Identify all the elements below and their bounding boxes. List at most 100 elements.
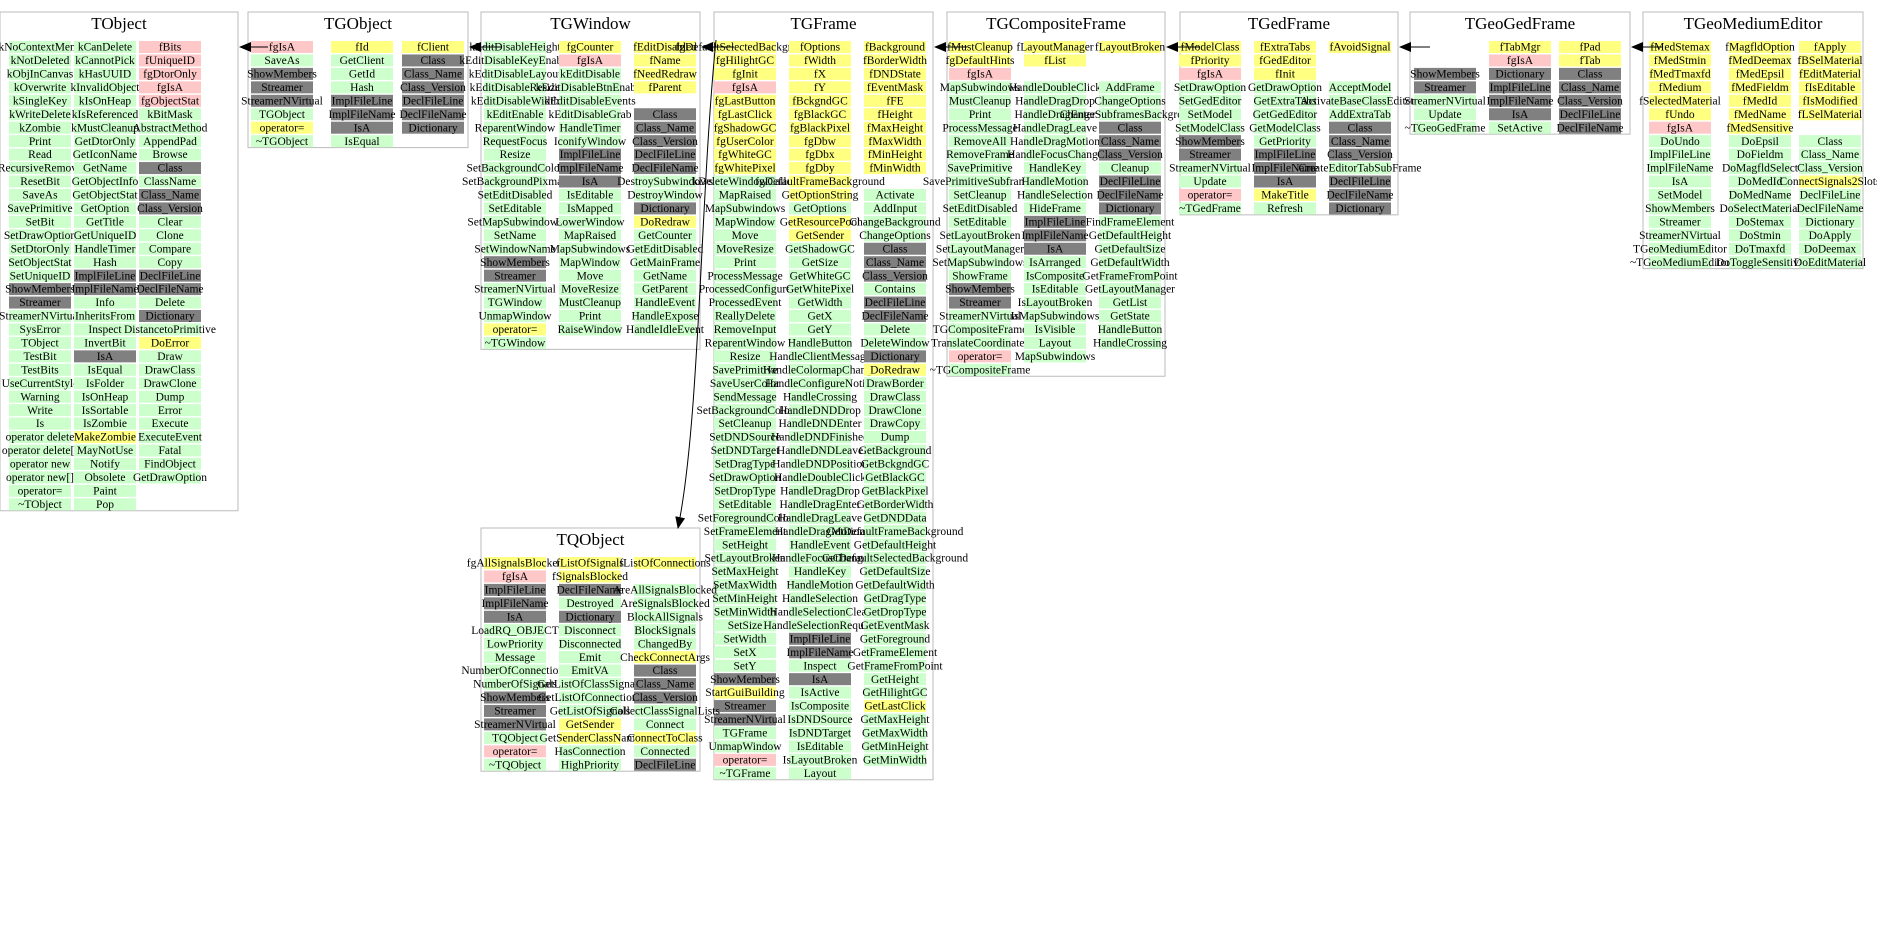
member-label: kSingleKey — [13, 95, 68, 107]
member-label: Class_Name — [636, 122, 694, 134]
member-label: ChangeOptions — [859, 230, 931, 242]
member-label: DoRedraw — [640, 216, 691, 228]
member-label: fBckgndGC — [792, 95, 848, 107]
member-cell — [714, 54, 776, 67]
member-label: operator= — [723, 754, 768, 766]
member-cell — [864, 363, 926, 376]
member-label: Error — [158, 405, 182, 417]
member-label: Class_Version — [400, 82, 466, 94]
member-label: fTabMgr — [1500, 42, 1541, 54]
member-label: DrawClass — [870, 391, 921, 403]
member-cell — [1254, 94, 1316, 107]
member-cell — [949, 162, 1011, 175]
member-label: GetDefaultHeight — [1089, 230, 1172, 242]
member-label: Layout — [804, 768, 837, 780]
member-cell — [484, 81, 546, 94]
member-cell — [1099, 175, 1161, 188]
member-label: GetName — [83, 163, 127, 175]
member-label: GetDefaultHeight — [854, 539, 937, 551]
member-cell — [714, 310, 776, 322]
member-label: ShowMembers — [480, 692, 550, 704]
member-label: SetDragType — [715, 459, 776, 471]
member-cell — [251, 108, 313, 121]
member-cell — [74, 67, 136, 80]
member-cell — [634, 583, 696, 596]
member-cell — [864, 444, 926, 457]
member-cell — [74, 498, 136, 511]
member-label: SavePrimitiveSubframes — [923, 176, 1038, 188]
member-cell — [864, 538, 926, 551]
member-label: SetY — [734, 660, 758, 672]
member-cell — [1649, 175, 1711, 188]
member-label: fMedStmin — [1654, 55, 1707, 67]
member-label: SetCleanup — [718, 418, 771, 430]
member-label: IsArranged — [1029, 257, 1081, 269]
member-cell — [484, 148, 546, 161]
member-label: kEditDisableWidth — [471, 95, 560, 107]
member-label: fHeight — [877, 109, 913, 121]
member-label: RequestFocus — [483, 136, 548, 148]
member-cell — [714, 565, 776, 578]
member-label: SetActive — [1497, 122, 1542, 134]
member-cell — [9, 377, 71, 390]
member-label: Hash — [93, 257, 117, 269]
member-cell — [1099, 202, 1161, 215]
member-label: fgBlackPixel — [790, 122, 850, 134]
member-label: Class_Name — [141, 190, 199, 202]
member-cell — [139, 457, 201, 470]
member-label: fLayoutBroken — [1095, 42, 1166, 54]
member-cell — [1799, 215, 1861, 228]
member-label: MoveResize — [716, 243, 773, 255]
member-cell — [484, 296, 546, 309]
member-label: DeclFileName — [1326, 190, 1393, 202]
member-label: GetModelClass — [1249, 122, 1321, 134]
member-label: GetDropType — [863, 607, 926, 619]
member-cell — [714, 713, 776, 726]
member-label: StartGuiBuilding — [705, 687, 784, 699]
member-label: fgWhitePixel — [714, 163, 775, 175]
member-label: StreamerNVirtual — [241, 95, 323, 107]
class-frame — [946, 11, 1166, 377]
member-label: GetOptionString — [782, 190, 859, 202]
member-label: fgShadowGC — [714, 122, 777, 134]
member-cell — [634, 229, 696, 242]
member-cell — [9, 471, 71, 484]
member-label: fMaxHeight — [867, 122, 924, 134]
member-label: GetForeground — [860, 633, 931, 645]
member-label: operator= — [1188, 190, 1233, 202]
member-cell — [949, 41, 1011, 53]
member-cell — [714, 162, 776, 175]
member-label: Class — [653, 665, 678, 677]
member-cell — [559, 202, 621, 215]
member-label: HandleSelection — [1017, 190, 1093, 202]
member-label: MapSubwindows — [1015, 351, 1096, 363]
member-cell — [484, 269, 546, 282]
member-cell — [1099, 121, 1161, 134]
member-label: ShowMembers — [5, 284, 75, 296]
member-cell — [74, 323, 136, 336]
member-cell — [714, 269, 776, 282]
member-cell — [484, 54, 546, 67]
member-label: TObject — [21, 338, 59, 350]
member-cell — [789, 686, 851, 699]
member-label: operator new[] — [6, 472, 74, 484]
member-label: ConnectSignals2Slots — [1780, 176, 1877, 188]
member-label: SetMapSubwindows — [932, 257, 1028, 269]
member-label: GetOption — [81, 203, 130, 215]
member-cell — [139, 202, 201, 215]
member-label: IsComposite — [1026, 270, 1084, 282]
member-label: Class_Version — [862, 270, 928, 282]
member-label: DoEpsil — [1741, 136, 1779, 148]
member-label: DoDeemax — [1804, 243, 1857, 255]
member-label: Delete — [155, 297, 185, 309]
member-cell — [864, 94, 926, 107]
member-cell — [1729, 242, 1791, 255]
member-cell — [9, 350, 71, 363]
member-cell — [74, 41, 136, 53]
member-label: HandleCrossing — [1093, 338, 1167, 350]
class-frame — [1642, 11, 1864, 270]
member-cell — [1099, 135, 1161, 148]
member-cell — [1099, 296, 1161, 309]
member-cell — [139, 310, 201, 322]
